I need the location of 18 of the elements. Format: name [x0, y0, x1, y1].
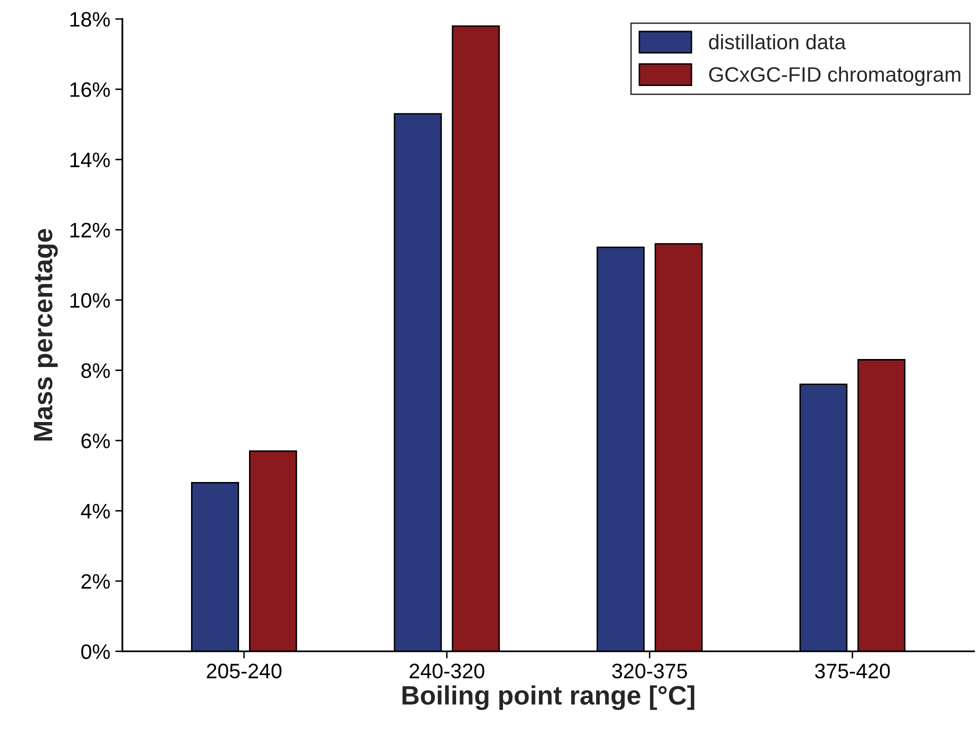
y-tick-label: 16%: [70, 82, 110, 98]
y-tick-label: 18%: [70, 12, 110, 27]
y-tick-label: 10%: [70, 293, 110, 308]
legend-label: distillation data: [708, 34, 846, 50]
x-tick-label: 375-420: [815, 664, 890, 678]
y-tick-label: 0%: [81, 644, 110, 660]
y-axis-title: Mass percentage: [34, 228, 58, 440]
x-tick-label: 320-375: [612, 664, 687, 678]
y-tick-label: 2%: [82, 574, 110, 589]
legend-label: GCxGC-FID chromatogram: [709, 66, 960, 86]
y-tick-label: 14%: [70, 152, 110, 168]
x-axis-title: Boiling point range [°C]: [402, 685, 694, 710]
y-tick-label: 8%: [81, 363, 110, 378]
x-tick-label: 205-240: [206, 664, 282, 678]
y-tick-label: 4%: [80, 504, 110, 518]
y-tick-label: 6%: [82, 434, 110, 448]
y-tick-label: 12%: [70, 222, 110, 238]
x-tick-label: 240-320: [410, 664, 484, 678]
